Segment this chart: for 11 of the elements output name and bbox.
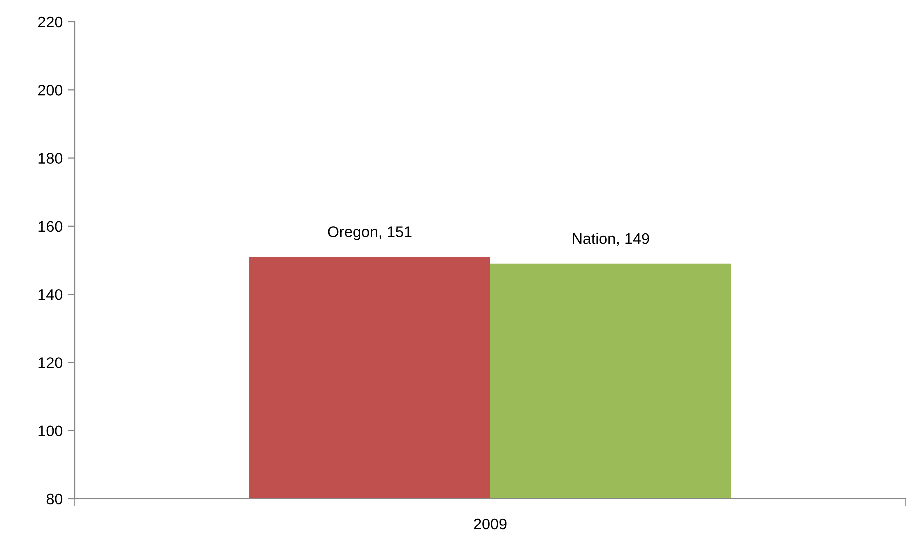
y-tick-label: 100 <box>38 426 63 437</box>
y-tick-label: 120 <box>38 358 63 368</box>
data-label: Oregon, 151 <box>328 226 412 240</box>
y-tick-label: 220 <box>38 16 63 28</box>
y-tick-label: 200 <box>38 85 63 96</box>
y-tick-label: 160 <box>38 221 63 232</box>
y-tick-label: 180 <box>38 153 63 164</box>
data-label: Nation, 149 <box>573 233 650 246</box>
x-tick-label: 2009 <box>474 518 507 530</box>
y-tick-label: 140 <box>38 289 63 300</box>
y-tick-label: 80 <box>46 494 63 505</box>
